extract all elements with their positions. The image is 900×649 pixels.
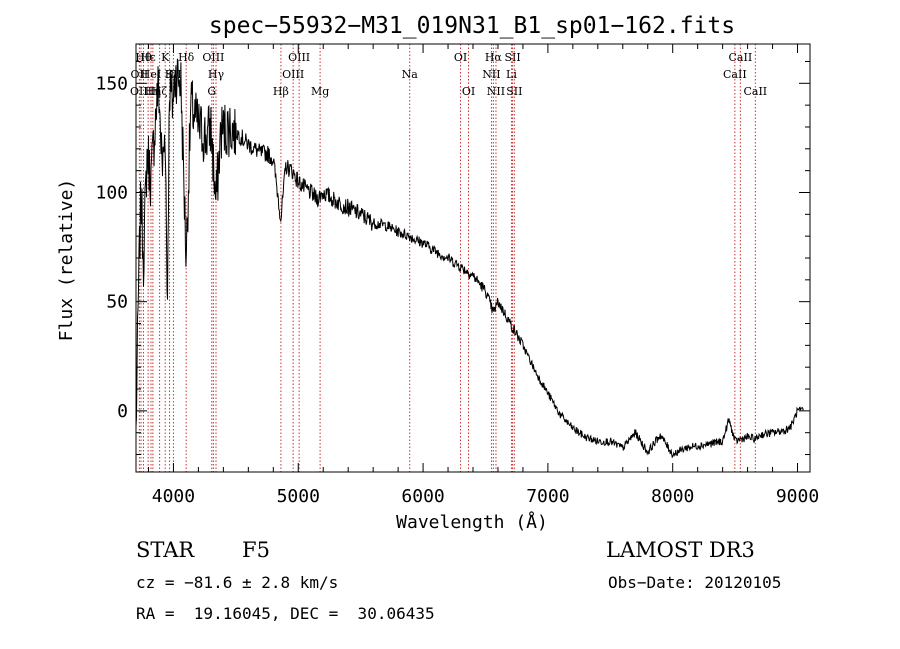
y-tick-label: 50 bbox=[106, 292, 128, 313]
y-tick-label: 150 bbox=[95, 73, 128, 94]
line-label: Hγ bbox=[208, 68, 225, 81]
line-label: HeI bbox=[141, 68, 161, 81]
line-label: Hθ bbox=[135, 51, 152, 64]
line-label: Mg bbox=[311, 85, 329, 98]
line-label: OI bbox=[462, 85, 475, 98]
line-label: OIII bbox=[202, 51, 224, 64]
object-class: STAR bbox=[136, 538, 195, 562]
line-markers bbox=[138, 44, 756, 472]
line-label: Hδ bbox=[178, 51, 195, 64]
observation-date: Obs−Date: 20120105 bbox=[608, 573, 782, 592]
line-label: CaII bbox=[743, 85, 767, 98]
line-label: SII bbox=[504, 51, 520, 64]
line-label: OIII bbox=[282, 68, 304, 81]
line-label: OI bbox=[454, 51, 467, 64]
object-subclass: F5 bbox=[242, 538, 270, 562]
plot-frame bbox=[135, 43, 811, 473]
line-label: K bbox=[161, 51, 170, 64]
line-label: SII bbox=[165, 68, 181, 81]
coordinates: RA = 19.16045, DEC = 30.06435 bbox=[136, 604, 435, 623]
redshift-cz: cz = −81.6 ± 2.8 km/s bbox=[136, 573, 339, 592]
series-group bbox=[135, 58, 804, 458]
line-label: Na bbox=[402, 68, 419, 81]
line-label: Hζ bbox=[152, 85, 168, 98]
line-label: OIII bbox=[288, 51, 310, 64]
line-label: SII bbox=[506, 85, 522, 98]
y-axis-label: Flux (relative) bbox=[56, 179, 77, 342]
axis-ticks: 4000 5000 6000 7000 8000 9000 0 50 100 150 bbox=[95, 44, 819, 507]
x-tick-label: 7000 bbox=[526, 486, 569, 507]
y-tick-label: 100 bbox=[95, 182, 128, 203]
x-tick-label: 5000 bbox=[277, 486, 320, 507]
x-tick-label: 6000 bbox=[401, 486, 444, 507]
y-tick-label: 0 bbox=[117, 401, 128, 422]
x-tick-label: 4000 bbox=[152, 486, 195, 507]
survey-name: LAMOST DR3 bbox=[606, 538, 755, 562]
x-axis-label: Wavelength (Å) bbox=[396, 511, 548, 533]
line-label: CaII bbox=[729, 51, 753, 64]
line-label: CaII bbox=[723, 68, 747, 81]
x-tick-label: 9000 bbox=[776, 486, 819, 507]
line-label: Hα bbox=[485, 51, 503, 64]
spectrum-line bbox=[135, 58, 804, 458]
line-label: Li bbox=[506, 68, 517, 81]
line-label: NII bbox=[487, 85, 505, 98]
line-label: OIII bbox=[130, 85, 152, 98]
x-tick-label: 8000 bbox=[651, 486, 694, 507]
line-label: Hβ bbox=[273, 85, 289, 98]
line-label: NII bbox=[482, 68, 500, 81]
chart-title: spec−55932−M31_019N31_B1_sp01−162.fits bbox=[209, 13, 735, 39]
spectrum-chart: spec−55932−M31_019N31_B1_sp01−162.fits O… bbox=[56, 13, 819, 533]
line-label: OII bbox=[131, 68, 149, 81]
line-label: Hε bbox=[140, 51, 156, 64]
line-label: H bbox=[165, 68, 175, 81]
line-label: G bbox=[207, 85, 216, 98]
